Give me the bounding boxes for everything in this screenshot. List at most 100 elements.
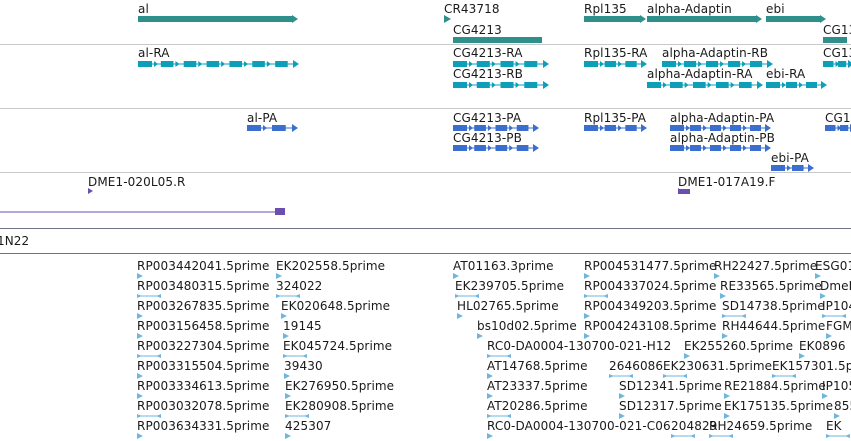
est-glyph[interactable] (609, 374, 614, 378)
strand-chevron[interactable] (743, 125, 747, 131)
est-label[interactable]: RP003267835.5prime (137, 299, 270, 313)
est-glyph[interactable] (285, 393, 291, 399)
protein-exon[interactable] (730, 145, 741, 151)
est-label[interactable]: IP104 (822, 299, 851, 313)
transcript-exon[interactable] (670, 82, 683, 88)
est-glyph[interactable] (584, 273, 590, 279)
est-label[interactable]: 39430 (284, 359, 323, 373)
est-glyph[interactable] (474, 294, 479, 298)
est-label[interactable]: 324022 (276, 279, 323, 293)
est-glyph[interactable] (156, 354, 161, 358)
protein-exon[interactable] (495, 125, 508, 131)
gene-bar[interactable] (138, 16, 292, 22)
est-label[interactable]: RE21884.5prime (724, 379, 826, 393)
est-glyph[interactable] (137, 354, 142, 358)
est-label[interactable]: HL02765.5prime (457, 299, 559, 313)
strand-chevron[interactable] (469, 145, 473, 151)
est-label[interactable]: AT01163.3prime (453, 259, 554, 273)
est-glyph[interactable] (671, 434, 676, 438)
transcript-label[interactable]: CG4213-RB (453, 67, 524, 81)
est-label[interactable]: RP003227304.5prime (137, 339, 270, 353)
strand-chevron[interactable] (799, 82, 803, 88)
est-glyph[interactable] (453, 273, 459, 279)
est-label[interactable]: RH44644.5prime (722, 319, 826, 333)
est-label[interactable]: RP003334613.5prime (137, 379, 270, 393)
est-label[interactable]: EK202558.5prime (276, 259, 386, 273)
strand-chevron[interactable] (154, 61, 158, 67)
est-glyph[interactable] (714, 273, 720, 279)
est-label[interactable]: EK280908.5prime (285, 399, 395, 413)
gene-bar[interactable] (584, 16, 640, 22)
transcript-exon[interactable] (160, 61, 174, 67)
transcript-exon[interactable] (476, 61, 490, 67)
transcript-exon[interactable] (766, 82, 780, 88)
strand-arrow[interactable] (292, 15, 298, 23)
est-glyph[interactable] (506, 354, 511, 358)
est-glyph[interactable] (487, 433, 493, 439)
protein-label[interactable]: ebi-PA (771, 151, 809, 165)
protein-exon[interactable] (670, 145, 684, 151)
transcript-exon[interactable] (684, 61, 697, 67)
est-glyph[interactable] (584, 333, 590, 339)
protein-exon[interactable] (474, 125, 486, 131)
strand-arrow[interactable] (821, 81, 827, 89)
est-glyph[interactable] (663, 374, 668, 378)
protein-exon[interactable] (584, 125, 598, 131)
transcript-exon[interactable] (706, 61, 719, 67)
protein-exon[interactable] (690, 145, 701, 151)
protein-exon[interactable] (690, 125, 701, 131)
protein-exon[interactable] (825, 125, 836, 131)
gene-label[interactable]: alpha-Adaptin (647, 2, 732, 16)
strand-chevron[interactable] (618, 125, 623, 131)
est-label[interactable]: EK175135.5prime (724, 399, 834, 413)
strand-chevron[interactable] (837, 125, 842, 131)
strand-arrow[interactable] (765, 144, 771, 152)
strand-arrow[interactable] (543, 81, 549, 89)
clone-label[interactable]: DME1-020L05.R (88, 175, 186, 189)
protein-exon[interactable] (710, 125, 721, 131)
gene-label[interactable]: al (138, 2, 149, 16)
est-glyph[interactable] (137, 373, 143, 379)
clone-end-block[interactable] (275, 208, 285, 215)
est-glyph[interactable] (487, 373, 493, 379)
est-glyph[interactable] (822, 314, 827, 318)
strand-chevron[interactable] (491, 61, 496, 67)
transcript-exon[interactable] (693, 82, 706, 88)
transcript-exon[interactable] (750, 61, 763, 67)
est-label[interactable]: RP004337024.5prime (584, 279, 717, 293)
est-glyph[interactable] (156, 294, 161, 298)
est-label[interactable]: RP003032078.5prime (137, 399, 270, 413)
strand-chevron[interactable] (684, 82, 689, 88)
est-label[interactable]: SD12341.5prime (619, 379, 722, 393)
strand-chevron[interactable] (469, 125, 473, 131)
est-glyph[interactable] (457, 313, 463, 319)
est-glyph[interactable] (276, 294, 281, 298)
est-label[interactable]: SD12317.5prime (619, 399, 722, 413)
est-label[interactable]: AT23337.5prime (487, 379, 588, 393)
strand-chevron[interactable] (742, 61, 747, 67)
strand-chevron[interactable] (515, 82, 520, 88)
est-label[interactable]: DmeI (820, 279, 851, 293)
strand-chevron[interactable] (787, 165, 791, 171)
gene-bar[interactable] (823, 37, 847, 43)
clone-marker[interactable] (88, 188, 93, 194)
protein-exon[interactable] (750, 145, 761, 151)
strand-arrow[interactable] (533, 144, 539, 152)
strand-chevron[interactable] (743, 145, 747, 151)
strand-chevron[interactable] (509, 125, 514, 131)
transcript-exon[interactable] (625, 61, 637, 67)
transcript-exon[interactable] (453, 61, 467, 67)
est-label[interactable]: 204829 (671, 419, 718, 433)
transcript-exon[interactable] (183, 61, 197, 67)
strand-chevron[interactable] (469, 82, 473, 88)
transcript-exon[interactable] (728, 61, 741, 67)
protein-exon[interactable] (625, 125, 637, 131)
protein-exon[interactable] (840, 125, 849, 131)
est-glyph[interactable] (822, 393, 828, 399)
strand-chevron[interactable] (600, 125, 604, 131)
strand-chevron[interactable] (663, 82, 667, 88)
protein-exon[interactable] (453, 125, 467, 131)
est-label[interactable]: AT20286.5prime (487, 399, 588, 413)
est-label[interactable]: RP003442041.5prime (137, 259, 270, 273)
transcript-exon[interactable] (229, 61, 242, 67)
